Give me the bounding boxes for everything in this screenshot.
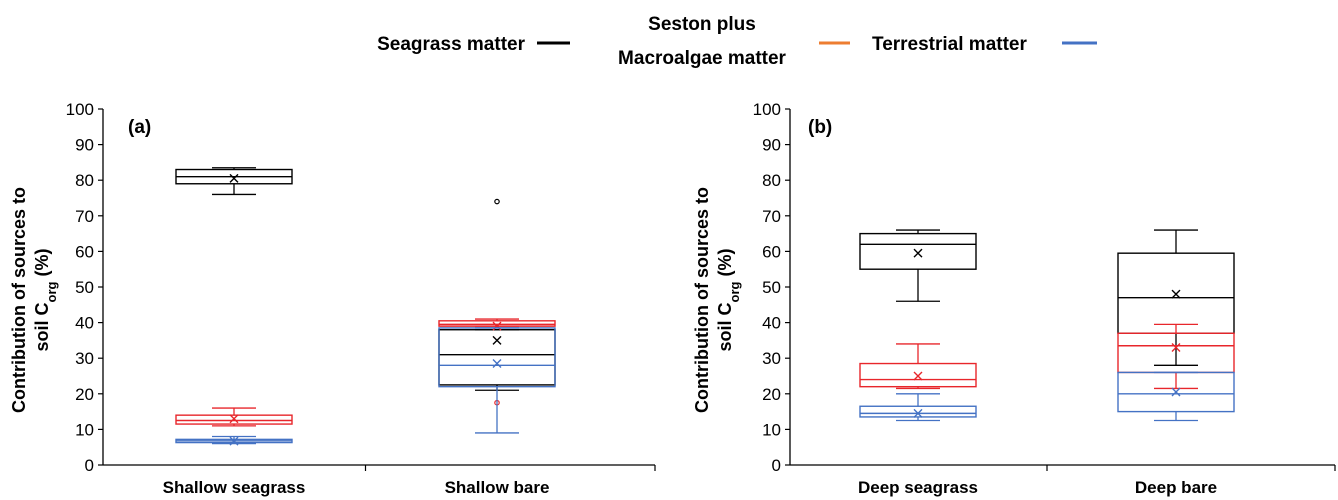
box-iqr bbox=[859, 362, 977, 388]
legend-label-seston-line2: Macroalgae matter bbox=[618, 48, 787, 69]
y-tick-label: 90 bbox=[762, 136, 781, 155]
panel-a: Contribution of sources to soil Corg (%)… bbox=[9, 100, 656, 497]
y-tick-label: 20 bbox=[762, 385, 781, 404]
box-iqr bbox=[175, 414, 293, 425]
box-mean-marker bbox=[1171, 343, 1181, 353]
box-mean-marker bbox=[229, 414, 239, 424]
x-category-label: Shallow seagrass bbox=[163, 478, 306, 497]
legend-label-seagrass: Seagrass matter bbox=[377, 34, 525, 55]
box-outlier bbox=[494, 198, 500, 205]
y-axis-label-line1-b: Contribution of sources to bbox=[692, 187, 712, 413]
box-mean-marker bbox=[492, 321, 502, 331]
legend: Seagrass matter Seston plus Macroalgae m… bbox=[377, 14, 1097, 69]
y-tick-label: 30 bbox=[762, 349, 781, 368]
y-tick-label: 80 bbox=[762, 171, 781, 190]
box-mean-marker bbox=[229, 436, 239, 446]
y-tick-label: 40 bbox=[75, 314, 94, 333]
y-tick-label: 0 bbox=[85, 456, 94, 475]
y-tick-label: 60 bbox=[762, 242, 781, 261]
box-iqr bbox=[438, 327, 556, 388]
y-axis-ticks-a: 0 10 20 30 40 50 60 70 80 90 100 bbox=[66, 100, 103, 475]
box-iqr bbox=[859, 232, 977, 270]
panel-label-b: (b) bbox=[808, 117, 832, 138]
y-tick-label: 40 bbox=[762, 314, 781, 333]
y-axis-label-line1: Contribution of sources to bbox=[9, 187, 29, 413]
y-axis-label-line2: soil Corg (%) bbox=[32, 249, 59, 352]
y-axis-ticks-b: 0 10 20 30 40 50 60 70 80 90 100 bbox=[753, 100, 790, 475]
box-mean-marker bbox=[1171, 387, 1181, 397]
x-axis-categories-a: Shallow seagrass Shallow bare bbox=[163, 465, 656, 497]
legend-label-seston-line1: Seston plus bbox=[648, 14, 756, 35]
y-tick-label: 0 bbox=[772, 456, 781, 475]
legend-label-terrestrial: Terrestrial matter bbox=[872, 34, 1027, 55]
y-tick-label: 100 bbox=[66, 100, 94, 119]
box-iqr bbox=[859, 405, 977, 418]
box-mean-marker bbox=[1171, 289, 1181, 299]
y-tick-label: 30 bbox=[75, 349, 94, 368]
y-tick-label: 50 bbox=[762, 278, 781, 297]
y-tick-label: 10 bbox=[75, 420, 94, 439]
box-mean-marker bbox=[913, 408, 923, 418]
box-mean-marker bbox=[229, 173, 239, 183]
x-category-label: Shallow bare bbox=[445, 478, 550, 497]
box-mean-marker bbox=[913, 248, 923, 258]
x-axis-categories-b: Deep seagrass Deep bare bbox=[858, 465, 1336, 497]
x-category-label: Deep seagrass bbox=[858, 478, 978, 497]
boxes-b bbox=[859, 229, 1235, 422]
panel-label-a: (a) bbox=[128, 117, 151, 138]
panel-b: Contribution of sources to soil Corg (%)… bbox=[692, 100, 1336, 497]
y-axis-label-line2-b: soil Corg (%) bbox=[715, 249, 742, 352]
y-tick-label: 100 bbox=[753, 100, 781, 119]
boxes-a bbox=[175, 167, 556, 446]
y-tick-label: 60 bbox=[75, 242, 94, 261]
box-mean-marker bbox=[913, 371, 923, 381]
y-tick-label: 50 bbox=[75, 278, 94, 297]
y-tick-label: 70 bbox=[75, 207, 94, 226]
y-tick-label: 10 bbox=[762, 420, 781, 439]
x-category-label: Deep bare bbox=[1135, 478, 1217, 497]
box-mean-marker bbox=[492, 359, 502, 369]
y-tick-label: 80 bbox=[75, 171, 94, 190]
box-iqr bbox=[1117, 371, 1235, 413]
y-tick-label: 20 bbox=[75, 385, 94, 404]
box-iqr bbox=[438, 329, 556, 386]
y-tick-label: 90 bbox=[75, 136, 94, 155]
box-mean-marker bbox=[492, 335, 502, 345]
y-tick-label: 70 bbox=[762, 207, 781, 226]
